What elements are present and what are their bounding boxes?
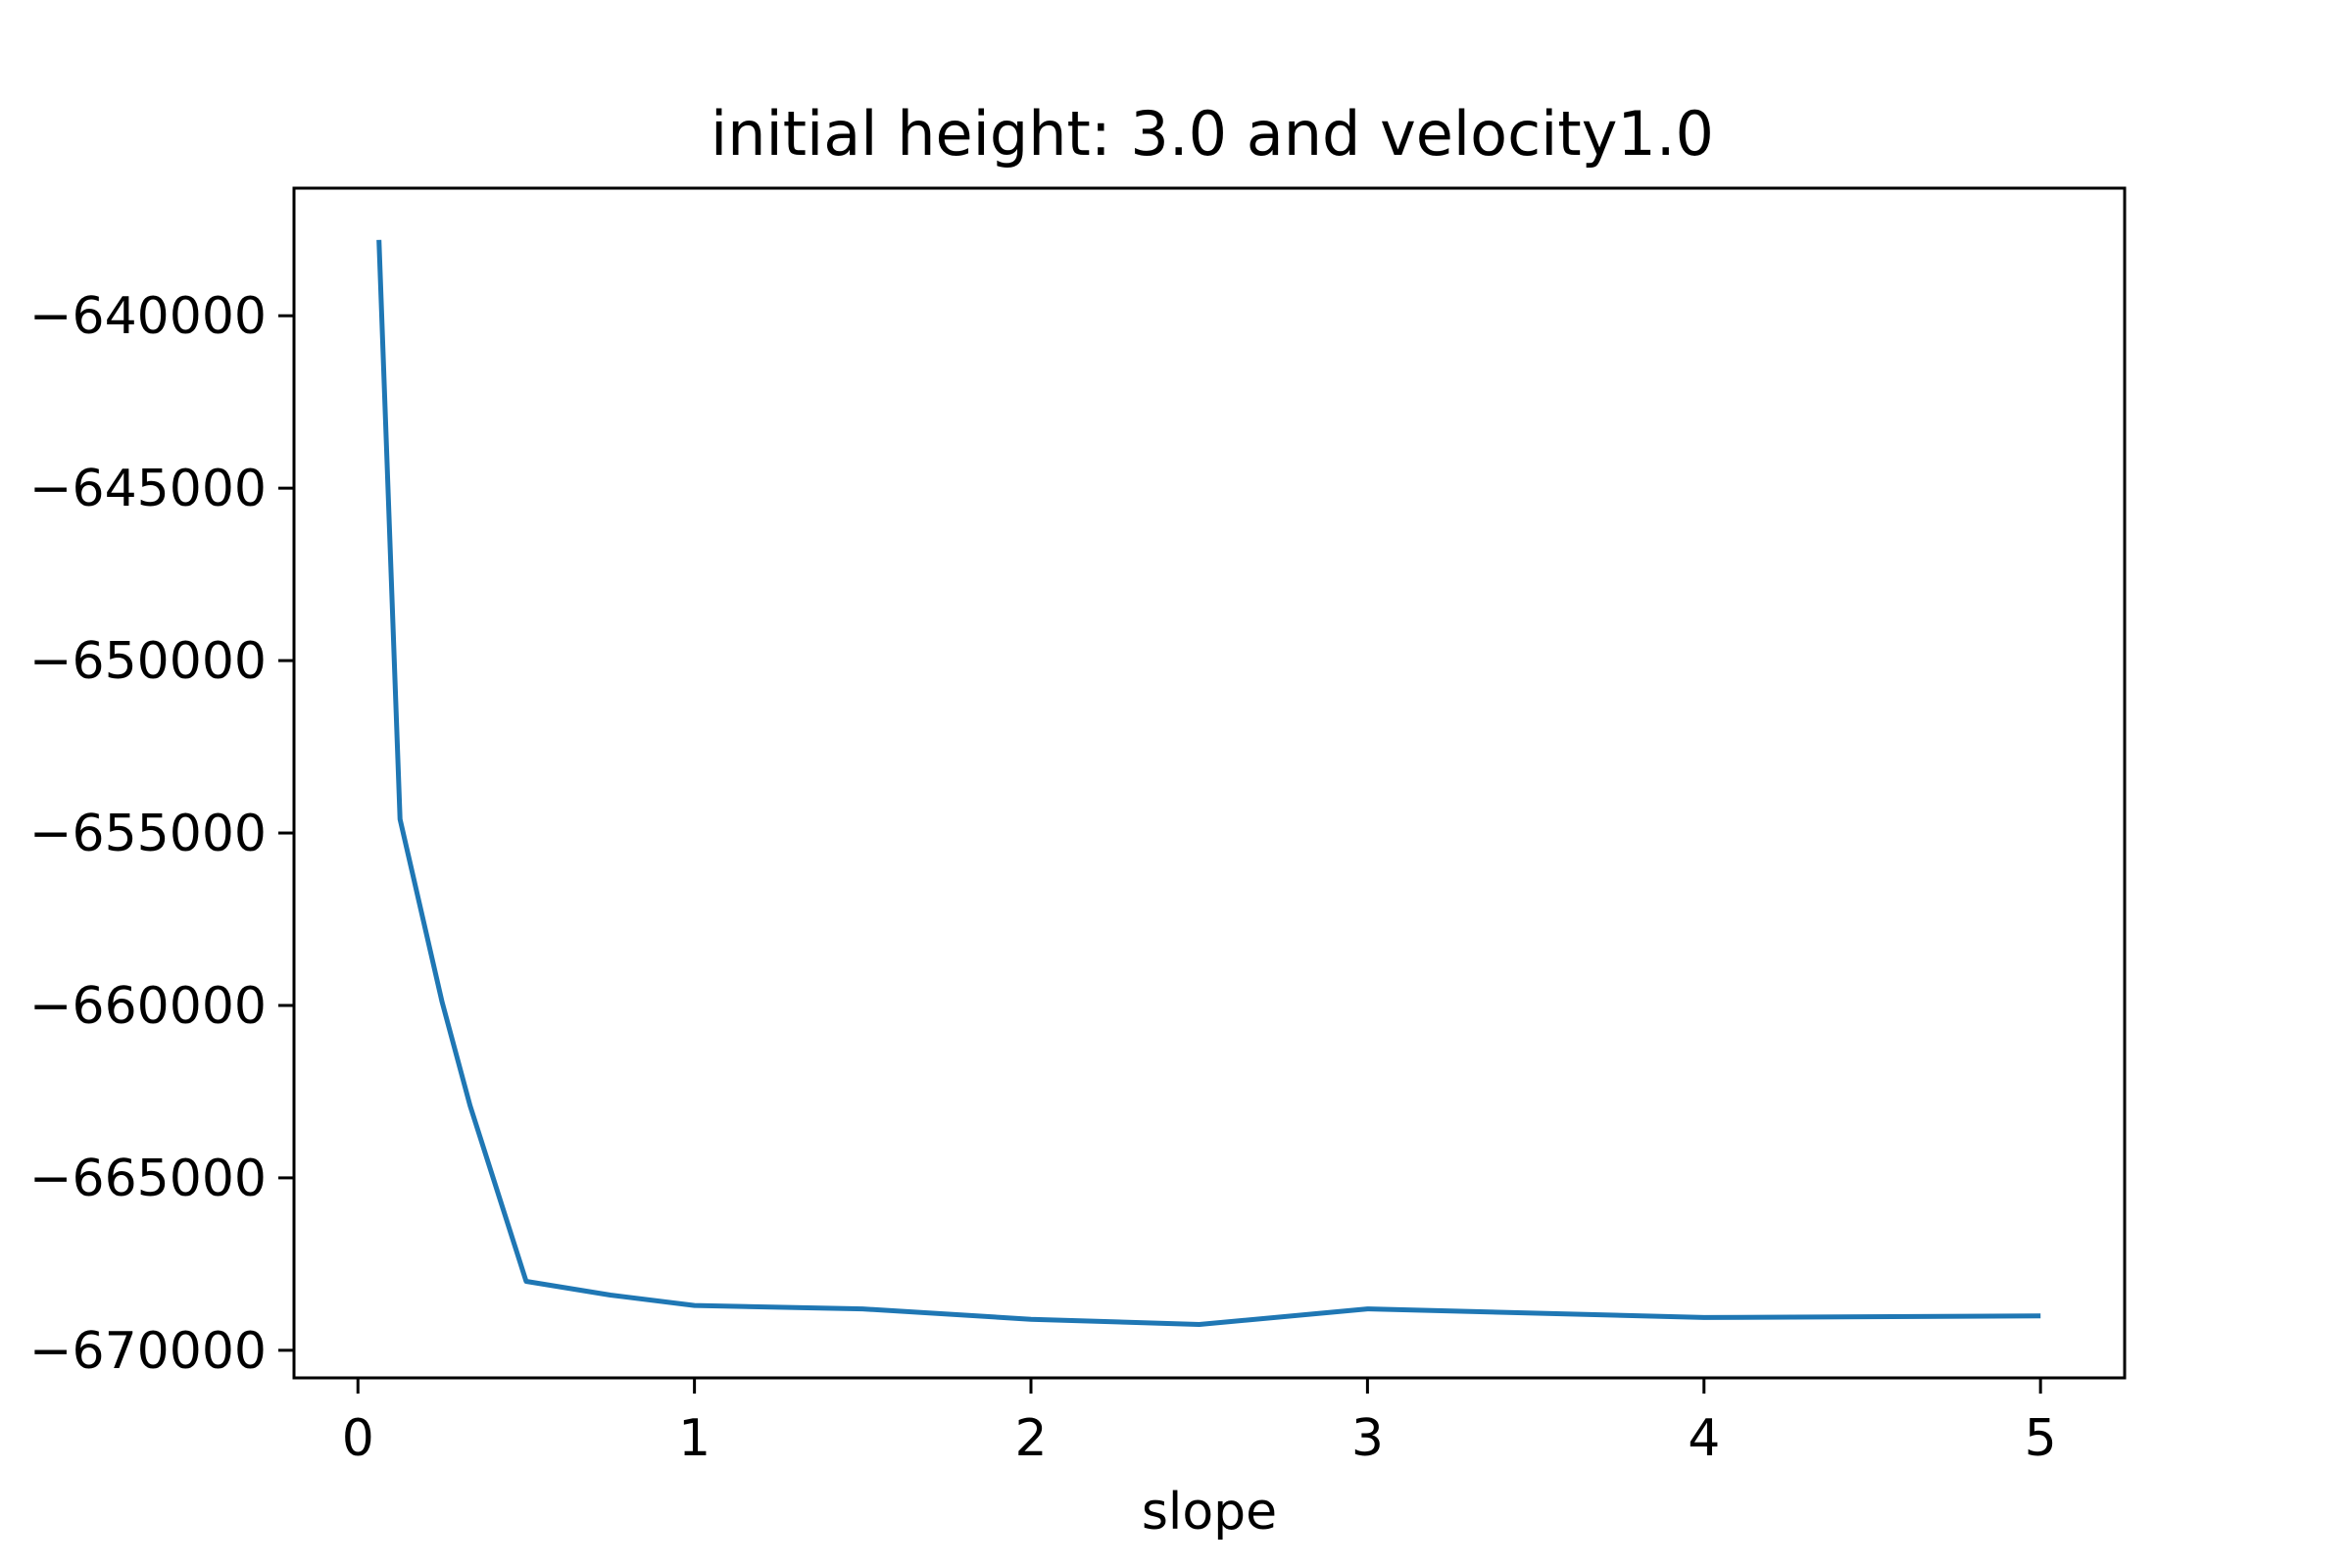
y-tick-label: −655000 bbox=[29, 805, 267, 863]
plot-frame bbox=[292, 186, 2127, 1380]
series-line bbox=[376, 239, 2041, 1327]
x-axis: 0 1 2 3 4 5 bbox=[342, 1378, 2057, 1468]
x-tick-label: 5 bbox=[2025, 1409, 2057, 1468]
x-tick-label: 0 bbox=[342, 1409, 374, 1468]
x-tick-label: 4 bbox=[1688, 1409, 1720, 1468]
x-tick-label: 2 bbox=[1014, 1409, 1047, 1468]
plot-area bbox=[294, 188, 2125, 1378]
y-axis: −640000 −645000 −650000 −655000 −660000 −6650… bbox=[29, 287, 294, 1381]
y-tick-label: −650000 bbox=[29, 632, 267, 691]
x-tick-label: 1 bbox=[678, 1409, 710, 1468]
y-tick-label: −645000 bbox=[29, 460, 267, 518]
x-axis-label: slope bbox=[1142, 1483, 1277, 1542]
series-layer bbox=[376, 239, 2041, 1327]
x-tick-label: 3 bbox=[1351, 1409, 1384, 1468]
y-tick-label: −665000 bbox=[29, 1150, 267, 1208]
y-tick-label: −670000 bbox=[29, 1322, 267, 1381]
y-tick-label: −660000 bbox=[29, 977, 267, 1036]
chart-title: initial height: 3.0 and velocity1.0 bbox=[710, 98, 1714, 170]
y-tick-label: −640000 bbox=[29, 287, 267, 346]
